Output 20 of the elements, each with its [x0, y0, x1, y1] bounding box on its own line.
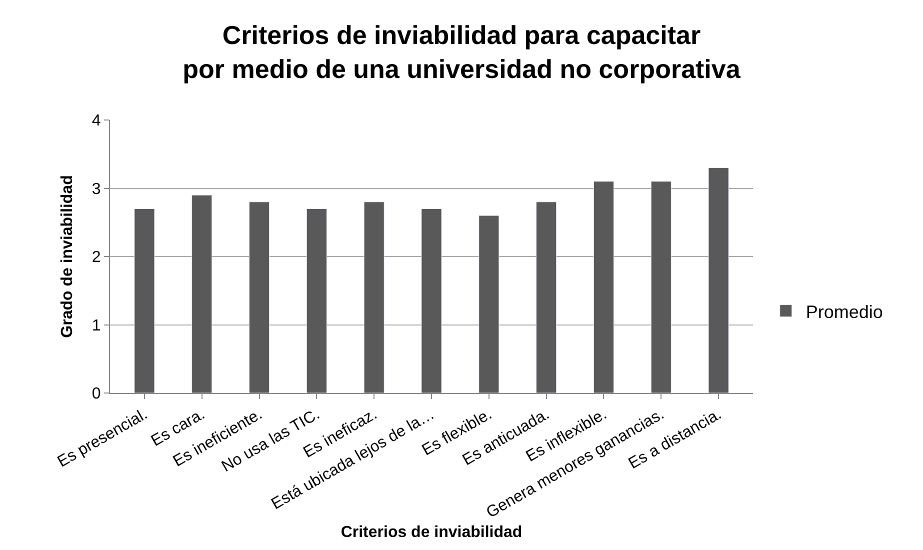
chart-title: Criterios de inviabilidad para capacitar por medio de una universidad no corporativa — [182, 20, 741, 84]
bar — [593, 181, 614, 393]
bar — [421, 208, 442, 393]
bar — [478, 215, 500, 393]
legend-label: Promedio — [806, 302, 883, 322]
bar — [306, 208, 327, 393]
bar — [134, 208, 155, 393]
y-axis-title: Grado de inviabilidad — [58, 175, 76, 338]
bar — [708, 168, 729, 393]
bar — [536, 202, 557, 393]
y-tick-label: 1 — [92, 317, 101, 334]
y-tick-label: 0 — [92, 386, 101, 403]
x-axis-title: Criterios de inviabilidad — [340, 524, 522, 542]
bar — [650, 181, 672, 393]
y-tick-label: 3 — [92, 180, 101, 198]
bar — [192, 194, 212, 393]
bar — [364, 202, 384, 393]
bar — [248, 202, 270, 393]
y-tick-label: 4 — [92, 112, 101, 130]
y-tick-label: 2 — [92, 249, 101, 266]
